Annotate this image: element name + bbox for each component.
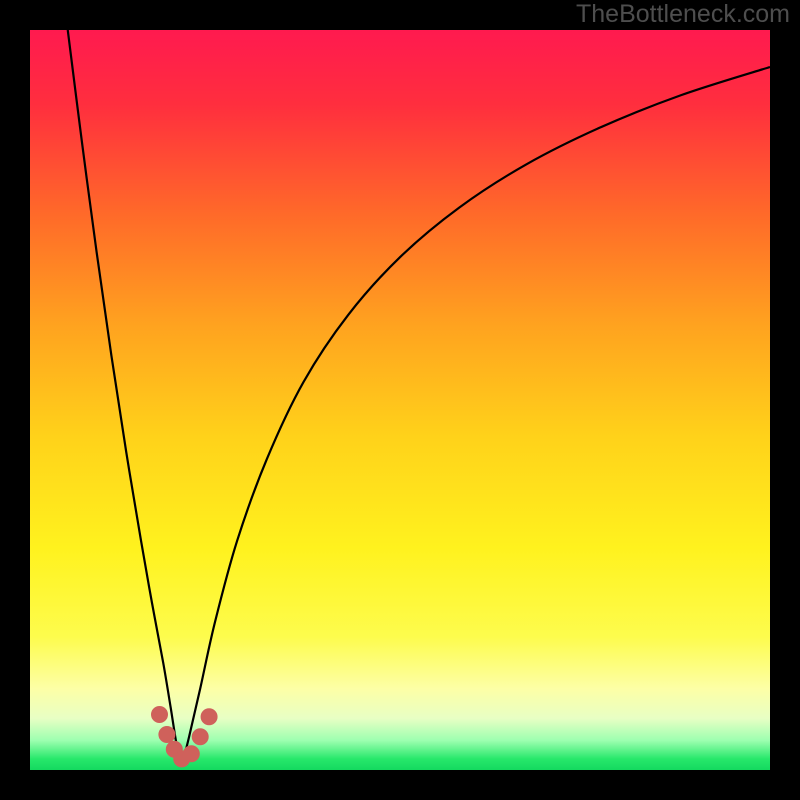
watermark-text: TheBottleneck.com — [576, 0, 790, 29]
chart-root: TheBottleneck.com — [0, 0, 800, 800]
gradient-background — [30, 30, 770, 770]
plot-frame — [30, 30, 770, 770]
